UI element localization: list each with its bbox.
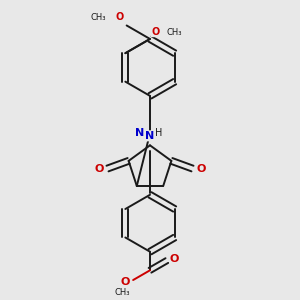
Text: O: O (151, 27, 159, 37)
Text: H: H (155, 128, 163, 138)
Text: N: N (135, 128, 145, 138)
Text: CH₃: CH₃ (91, 14, 106, 22)
Text: O: O (196, 164, 206, 174)
Text: N: N (146, 131, 154, 141)
Text: O: O (121, 277, 130, 286)
Text: CH₃: CH₃ (167, 28, 182, 37)
Text: O: O (115, 13, 123, 22)
Text: CH₃: CH₃ (115, 288, 130, 297)
Text: O: O (94, 164, 104, 174)
Text: O: O (170, 254, 179, 264)
